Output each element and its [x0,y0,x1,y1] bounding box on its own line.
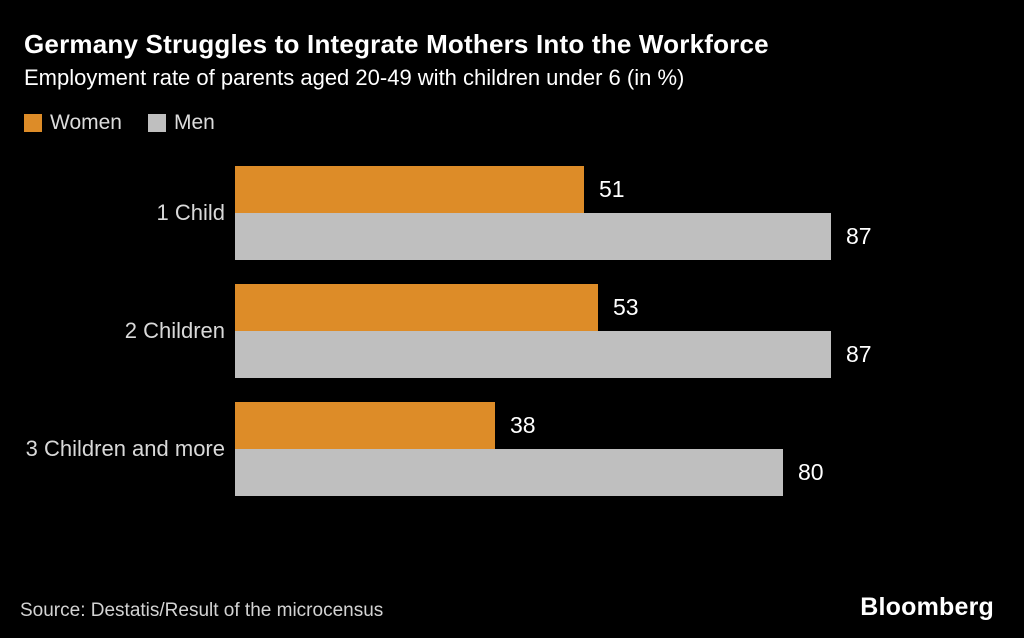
legend-item-men: Men [147,111,215,135]
category-label: 2 Children [124,318,225,343]
bar-value-label: 87 [846,223,872,249]
bar-group-3-children-and-more: 3 Children and more 38 80 [0,402,1024,496]
bar-pair: 51 87 [235,166,1024,260]
bar-women [235,284,598,331]
bar-row-women: 53 [235,284,1024,331]
bar-group-2-children: 2 Children 53 87 [0,284,1024,378]
bar-pair: 53 87 [235,284,1024,378]
chart-title: Germany Struggles to Integrate Mothers I… [24,29,769,59]
legend-item-women: Women [24,111,122,135]
bar-women [235,402,495,449]
bar-men [235,449,783,496]
legend-swatch-men-icon [147,114,166,132]
legend-swatch-women-icon [24,114,42,132]
bar-value-label: 53 [613,294,639,320]
bar-value-label: 38 [510,412,536,438]
bar-men [235,213,831,260]
chart-footer: Source: Destatis/Result of the microcens… [20,593,994,622]
chart-header: Germany Struggles to Integrate Mothers I… [0,0,1024,135]
bar-row-women: 51 [235,166,1024,213]
bar-women [235,166,584,213]
bar-value-label: 80 [798,459,824,485]
bar-row-men: 87 [235,213,1024,260]
bar-group-1-child: 1 Child 51 87 [0,166,1024,260]
legend: Women Men [24,111,1000,135]
bar-row-men: 87 [235,331,1024,378]
bar-value-label: 51 [599,176,625,202]
source-note: Source: Destatis/Result of the microcens… [20,600,384,621]
bar-value-label: 87 [846,341,872,367]
category-label: 1 Child [156,200,225,225]
bloomberg-logo: Bloomberg [860,593,994,621]
legend-label-men: Men [173,111,215,134]
bar-chart: 1 Child 51 87 2 Children 53 [0,166,1024,496]
bar-men [235,331,831,378]
bar-row-women: 38 [235,402,1024,449]
chart-subtitle: Employment rate of parents aged 20-49 wi… [24,65,685,90]
bar-row-men: 80 [235,449,1024,496]
bar-pair: 38 80 [235,402,1024,496]
category-label: 3 Children and more [25,436,225,461]
legend-label-women: Women [50,111,122,134]
